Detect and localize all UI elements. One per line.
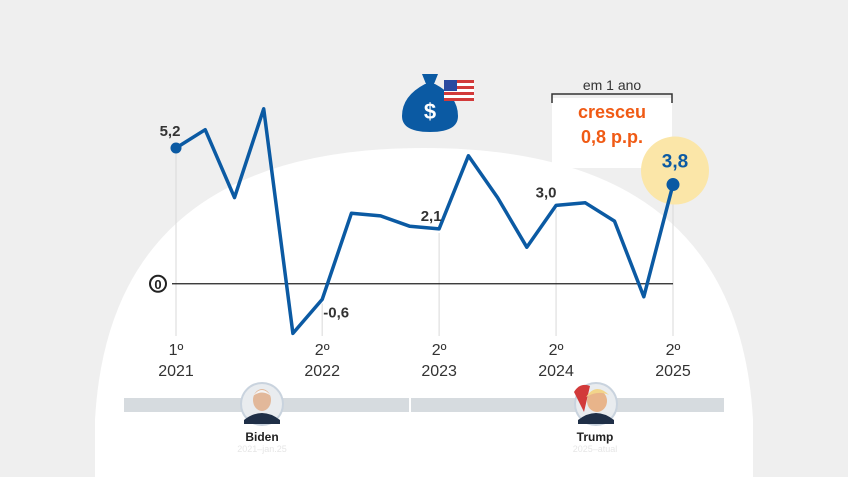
data-label: -0,6 [323,304,349,321]
x-tick-quarter: 2º [549,342,564,359]
x-tick-year: 2025 [655,363,691,380]
dollar-sign: $ [424,99,436,124]
callout-period: em 1 ano [583,77,642,93]
x-tick-year: 2021 [158,363,194,380]
data-point-last [666,178,680,192]
x-tick-year: 2023 [421,363,457,380]
money-bag-us-flag-icon: $ [402,74,474,132]
x-tick-year: 2022 [304,363,340,380]
president-period-biden: 2021–jan.25 [237,444,287,454]
x-tick-year: 2024 [538,363,574,380]
data-point-first [170,142,182,154]
avatar-biden [240,382,284,426]
president-name-biden: Biden [245,430,278,444]
data-label: 3,8 [662,152,688,173]
data-label: 3,0 [536,184,557,201]
series-line [174,107,675,336]
timeline-bar-trump [411,398,724,412]
callout-verb: cresceu [578,102,646,122]
data-label: 5,2 [160,123,181,140]
callout-amount: 0,8 p.p. [581,127,643,147]
last-point-highlight [641,136,709,205]
data-label: 2,1 [421,208,442,225]
president-period-trump: 2025–atual [573,444,618,454]
president-name-trump: Trump [577,430,614,444]
x-tick-quarter: 2º [666,342,681,359]
x-tick-quarter: 2º [315,342,330,359]
callout-bracket [551,93,673,103]
zero-label: 0 [154,277,161,292]
zero-marker [149,274,167,293]
us-flag-icon [444,80,474,101]
avatar-trump [574,382,618,426]
x-tick-quarter: 1º [169,342,184,359]
x-tick-quarter: 2º [432,342,447,359]
